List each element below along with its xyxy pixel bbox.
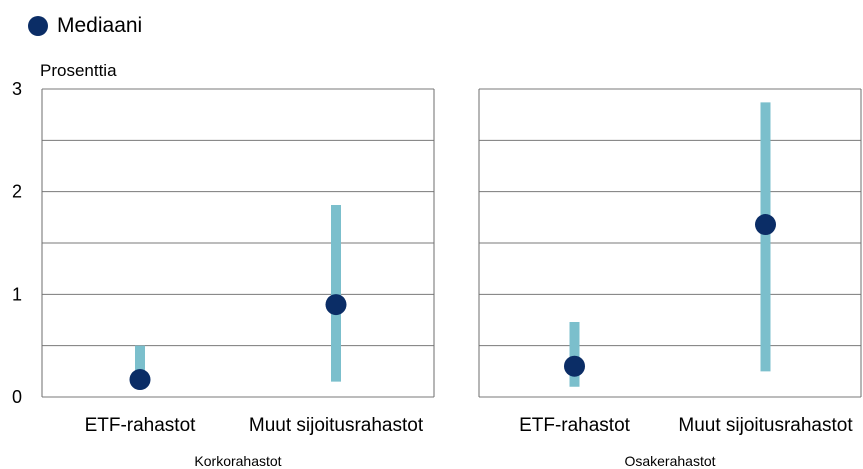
y-tick-label: 2 [12, 182, 22, 202]
legend-marker-icon [28, 16, 48, 36]
median-marker [755, 214, 776, 236]
y-tick-label: 0 [12, 387, 22, 407]
median-marker [129, 369, 151, 391]
category-label: Muut sijoitusrahastot [249, 415, 424, 436]
legend-label: Mediaani [57, 14, 143, 37]
legend: Mediaani [28, 12, 142, 40]
y-axis-label: Prosenttia [40, 61, 117, 80]
median-marker [325, 294, 347, 316]
category-label: ETF-rahastot [85, 415, 197, 436]
median-marker [564, 355, 585, 377]
y-tick-label: 1 [12, 284, 22, 304]
y-tick-label: 3 [12, 79, 22, 99]
panel-title: Korkorahastot [194, 453, 281, 469]
category-label: Muut sijoitusrahastot [678, 415, 853, 436]
panel-title: Osakerahastot [624, 453, 715, 469]
category-label: ETF-rahastot [519, 415, 631, 436]
